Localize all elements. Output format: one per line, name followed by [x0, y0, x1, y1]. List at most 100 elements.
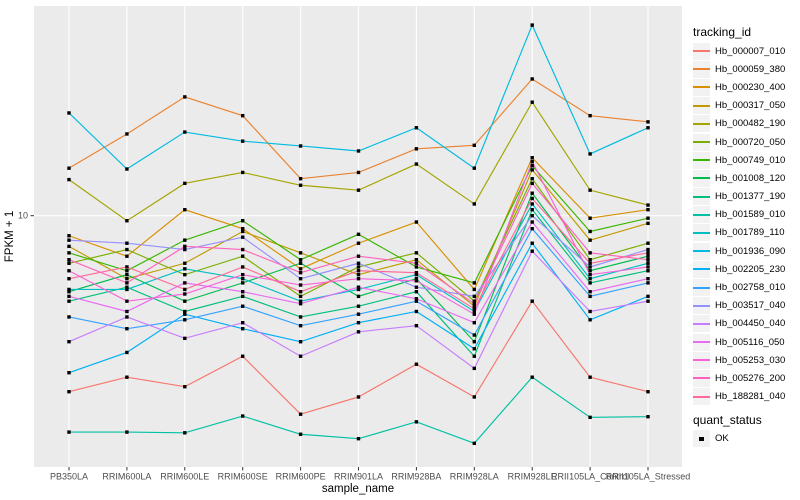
data-point — [530, 220, 534, 224]
legend-item-label: Hb_001789_110 — [715, 227, 785, 239]
data-point — [646, 265, 650, 269]
data-point — [183, 207, 187, 212]
data-point — [530, 299, 534, 303]
legend-item-label: Hb_002758_010 — [715, 282, 786, 294]
data-point — [183, 130, 187, 134]
data-point — [241, 229, 245, 234]
legend-item-label: Hb_001936_090 — [715, 245, 786, 257]
data-point — [298, 290, 303, 294]
legend-item-Hb_005116_050: Hb_005116_050 — [693, 333, 799, 351]
y-axis-title: FPKM + 1 — [4, 211, 16, 262]
legend-color-line — [693, 213, 710, 216]
legend-key-swatch — [693, 369, 710, 387]
legend-item-label: Hb_001589_010 — [715, 209, 786, 221]
data-point — [241, 414, 245, 418]
data-point — [530, 181, 534, 186]
data-point — [588, 251, 592, 255]
data-point — [356, 261, 361, 265]
data-point — [67, 234, 71, 238]
data-point — [298, 261, 303, 265]
legend-item-label: OK — [715, 433, 729, 445]
data-point — [67, 315, 71, 319]
data-point — [125, 350, 129, 355]
data-point — [588, 277, 592, 281]
data-point — [472, 143, 476, 147]
legend-item-Hb_002758_010: Hb_002758_010 — [693, 278, 799, 297]
data-point — [646, 251, 650, 255]
data-point — [414, 126, 419, 130]
data-point — [646, 294, 650, 299]
data-point — [588, 415, 592, 420]
x-tick-label: RRIM901LA — [334, 472, 383, 482]
data-point — [241, 354, 245, 358]
data-point — [588, 257, 592, 262]
legend-item-label: Hb_000059_380 — [715, 63, 786, 75]
data-point — [356, 272, 361, 277]
data-point — [530, 241, 534, 245]
data-point — [67, 390, 71, 394]
data-point — [356, 304, 361, 308]
legend-key-swatch — [693, 279, 710, 297]
legend-item-quant-OK: OK — [693, 430, 799, 448]
data-point — [356, 436, 361, 441]
data-point — [183, 312, 187, 316]
legend-item-Hb_000230_400: Hb_000230_400 — [693, 78, 799, 96]
data-point — [472, 347, 476, 351]
data-point — [183, 95, 187, 99]
legend-color-line — [693, 286, 710, 289]
data-point — [356, 265, 361, 269]
data-point — [67, 251, 71, 255]
legend-key-swatch — [693, 333, 710, 351]
data-point — [588, 294, 592, 299]
legend-color-line — [693, 104, 710, 107]
data-point — [125, 132, 129, 136]
data-point — [67, 257, 71, 262]
data-point — [125, 265, 129, 269]
data-point — [356, 312, 361, 316]
data-point — [472, 299, 476, 303]
legend-item-label: Hb_005253_030 — [715, 354, 786, 366]
data-point — [414, 272, 419, 277]
data-point — [588, 188, 592, 192]
data-point — [67, 261, 71, 265]
data-point — [356, 241, 361, 245]
legend-key-swatch — [693, 169, 710, 187]
legend-item-Hb_000007_010: Hb_000007_010 — [693, 42, 799, 60]
legend-key-swatch — [693, 115, 710, 133]
data-point — [356, 287, 361, 292]
data-point — [241, 139, 245, 143]
data-point — [298, 299, 303, 303]
legend-item-Hb_005253_030: Hb_005253_030 — [693, 351, 799, 369]
data-point — [646, 241, 650, 245]
data-point — [125, 254, 129, 258]
legend-color-line — [693, 231, 710, 234]
data-point — [472, 354, 476, 358]
legend-key-swatch — [693, 260, 710, 278]
legend-color-line — [693, 141, 710, 144]
data-point — [298, 301, 303, 306]
data-point — [241, 170, 245, 175]
data-point — [298, 323, 303, 328]
data-point — [414, 297, 419, 301]
data-point — [414, 362, 419, 366]
legend-panel: tracking_id Hb_000007_010 Hb_000059_380 Hb… — [693, 24, 799, 448]
data-point — [530, 196, 534, 201]
legend-item-label: Hb_188281_040 — [715, 391, 786, 403]
data-point — [241, 304, 245, 308]
legend-item-label: Hb_003517_040 — [715, 300, 786, 312]
data-point — [588, 229, 592, 234]
data-point — [125, 309, 129, 314]
data-point — [298, 144, 303, 148]
data-point — [241, 254, 245, 258]
data-point — [67, 340, 71, 344]
legend-item-Hb_001377_190: Hb_001377_190 — [693, 188, 799, 206]
data-point — [67, 166, 71, 170]
data-point — [125, 277, 129, 281]
data-point — [298, 432, 303, 436]
data-point — [67, 299, 71, 303]
data-point — [530, 249, 534, 253]
legend-color-line — [693, 322, 710, 325]
legend-item-Hb_003517_040: Hb_003517_040 — [693, 297, 799, 315]
data-point — [646, 221, 650, 226]
